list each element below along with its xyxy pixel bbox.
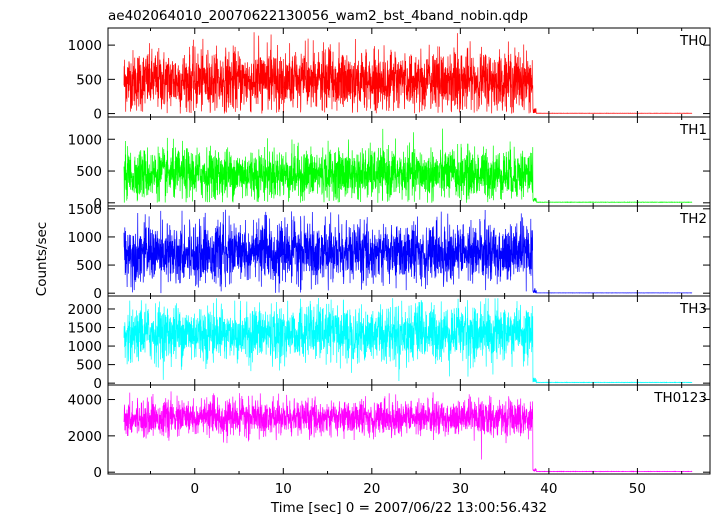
- x-tick-label: 50: [629, 481, 646, 497]
- y-axis-title: Counts/sec: [34, 222, 50, 296]
- y-tick-label: 1000: [68, 339, 102, 355]
- series-line-th0123: [123, 391, 693, 473]
- panel-label-th0123: TH0123: [653, 390, 707, 406]
- panel-th2: 0 500 1000 1500 TH2: [68, 202, 711, 302]
- panel-th0: 0 500 1000 TH0: [68, 27, 711, 123]
- y-tick-label: 1000: [68, 132, 102, 148]
- panel-label-th1: TH1: [679, 122, 707, 138]
- y-tick-label: 500: [76, 164, 102, 180]
- y-tick-label: 500: [76, 358, 102, 374]
- y-tick-label: 2000: [68, 429, 102, 445]
- panel-label-th2: TH2: [679, 211, 707, 227]
- chart-title: ae402064010_20070622130056_wam2_bst_4ban…: [108, 8, 528, 24]
- y-tick-label: 500: [76, 258, 102, 274]
- y-tick-label: 0: [93, 465, 102, 481]
- panel-th1: 0 500 1000 TH1: [68, 116, 711, 212]
- y-tick-label: 0: [93, 376, 102, 392]
- y-tick-label: 500: [76, 72, 102, 88]
- y-tick-label: 0: [93, 107, 102, 123]
- y-tick-label: 4000: [68, 393, 102, 409]
- panel-th0123: 0 2000 4000 TH0123: [68, 384, 711, 481]
- panel-label-th0: TH0: [679, 33, 707, 49]
- panel-label-th3: TH3: [679, 301, 707, 317]
- x-axis-tick-labels: 0 10 20 30 40 50: [190, 481, 646, 497]
- x-tick-label: 30: [452, 481, 469, 497]
- y-tick-label: 0: [93, 196, 102, 212]
- series-line-th1: [123, 128, 693, 203]
- x-axis-title: Time [sec] 0 = 2007/06/22 13:00:56.432: [270, 500, 547, 516]
- panel-th3: 0 500 1000 1500 2000 TH3: [68, 295, 711, 392]
- series-line-th0: [123, 32, 693, 114]
- y-tick-label: 1000: [68, 230, 102, 246]
- y-tick-label: 2000: [68, 302, 102, 318]
- panels-group: 0 500 1000 TH0 0 500 1000 TH1 0 500 1000 1500 TH2 0 50…: [68, 27, 711, 481]
- x-tick-label: 10: [275, 481, 292, 497]
- y-tick-label: 1500: [68, 202, 102, 218]
- x-tick-label: 0: [190, 481, 199, 497]
- x-tick-label: 20: [363, 481, 380, 497]
- x-tick-label: 40: [540, 481, 557, 497]
- y-tick-label: 1000: [68, 38, 102, 54]
- series-line-th3: [123, 298, 693, 384]
- y-tick-label: 1500: [68, 321, 102, 337]
- panel-frame: [107, 384, 711, 475]
- series-line-th2: [123, 209, 693, 294]
- y-tick-label: 0: [93, 286, 102, 302]
